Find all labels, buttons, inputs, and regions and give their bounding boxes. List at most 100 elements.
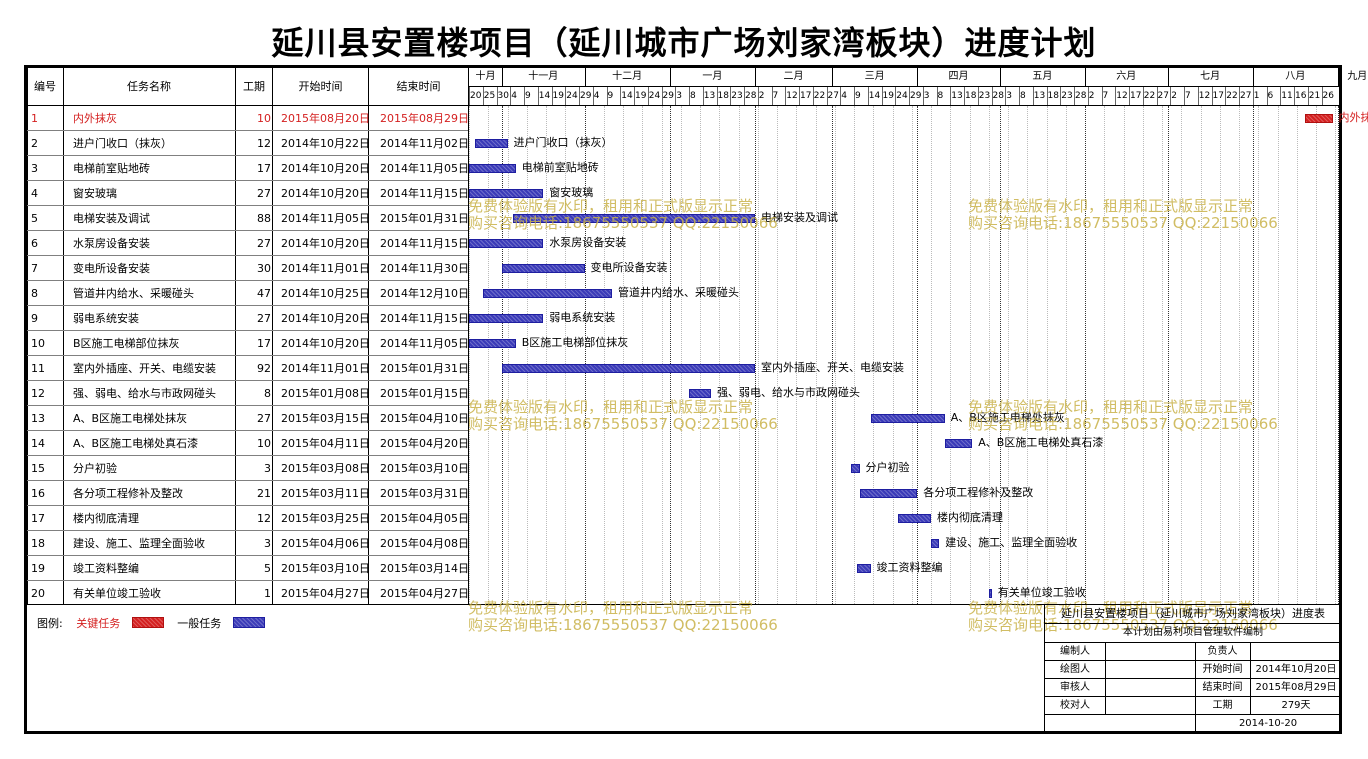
day-tick	[895, 87, 897, 105]
timeline-day: 2	[1088, 91, 1095, 101]
task-bar[interactable]	[944, 439, 973, 448]
task-duration: 17	[257, 162, 271, 175]
task-start: 2015年04月11日	[281, 437, 370, 450]
task-id: 10	[31, 337, 45, 350]
legend-normal-swatch	[232, 617, 265, 628]
grid-line	[488, 106, 490, 604]
timeline-day: 12	[1116, 91, 1128, 101]
timeline-day: 3	[1006, 91, 1012, 101]
day-tick	[1211, 87, 1213, 105]
grid-line	[738, 106, 740, 604]
watermark-line1: 免费体验版有水印，租用和正式版显示正常	[468, 197, 754, 215]
timeline-day: 4	[511, 91, 517, 101]
task-start: 2014年10月22日	[281, 137, 370, 150]
table-row: 11 室内外插座、开关、电缆安装 92 2014年11月01日 2015年01月31日	[27, 356, 469, 381]
task-bar[interactable]	[502, 264, 585, 273]
timeline-day: 14	[538, 91, 551, 101]
task-start: 2015年03月25日	[281, 512, 370, 525]
month-grid-line	[1338, 106, 1339, 604]
timeline-month: 一月	[702, 71, 723, 82]
timeline-day: 1	[1253, 91, 1260, 101]
task-end: 2014年11月05日	[380, 337, 469, 350]
timeline-day: 9	[607, 91, 614, 101]
day-tick	[785, 87, 787, 105]
task-bar[interactable]	[859, 489, 918, 498]
task-bar[interactable]	[469, 164, 516, 173]
task-name: 窗安玻璃	[73, 187, 117, 200]
task-name: 电梯安装及调试	[73, 212, 150, 225]
task-bar[interactable]	[851, 464, 860, 473]
timeline-day: 23	[978, 91, 991, 101]
row-divider	[27, 280, 468, 281]
task-id: 16	[31, 487, 45, 500]
legend-label: 图例:	[37, 617, 63, 630]
task-name: 弱电系统安装	[73, 312, 139, 325]
task-bar[interactable]	[931, 539, 940, 548]
task-bar-label: 楼内彻底清理	[937, 511, 1003, 524]
grid-line	[988, 106, 990, 604]
timeline-month: 十一月	[528, 71, 559, 82]
task-bar-label: 内外抹灰	[1338, 111, 1368, 124]
grid-line	[469, 106, 470, 604]
grid-line	[680, 106, 682, 604]
task-bar[interactable]	[689, 389, 711, 398]
table-row: 20 有关单位竣工验收 1 2015年04月27日 2015年04月27日	[27, 581, 469, 606]
timeline-month: 九月	[1347, 71, 1368, 82]
task-bar[interactable]	[502, 364, 755, 373]
info-end-label: 结束时间	[1202, 682, 1243, 693]
task-bar[interactable]	[898, 514, 931, 523]
timeline-day: 13	[951, 91, 963, 101]
task-start: 2014年10月20日	[281, 312, 370, 325]
task-name: 室内外插座、开关、电缆安装	[73, 362, 216, 375]
grid-line	[642, 106, 644, 604]
task-bar[interactable]	[474, 139, 508, 148]
timeline-day: 18	[717, 91, 729, 101]
task-start: 2014年11月05日	[281, 212, 370, 225]
day-tick	[1184, 87, 1185, 105]
timeline-day: 27	[827, 91, 839, 101]
timeline-day: 27	[1157, 91, 1169, 101]
info-end-value: 2015年08月29日	[1255, 682, 1337, 693]
day-tick	[840, 87, 842, 105]
grid-line	[507, 106, 509, 604]
row-divider	[27, 580, 468, 581]
day-tick	[689, 87, 690, 105]
timeline-day: 25	[483, 91, 496, 101]
day-tick	[634, 87, 635, 105]
row-divider	[27, 430, 468, 431]
task-name: B区施工电梯部位抹灰	[73, 337, 180, 350]
day-tick	[1142, 87, 1144, 105]
day-tick	[661, 87, 663, 105]
task-bar[interactable]	[469, 189, 544, 198]
task-bar[interactable]	[469, 339, 516, 348]
day-tick	[881, 87, 883, 105]
task-id: 12	[31, 387, 45, 400]
task-name: 楼内彻底清理	[73, 512, 139, 525]
task-bar[interactable]	[469, 239, 544, 248]
task-id: 2	[31, 137, 38, 150]
timeline-day: 26	[1322, 91, 1334, 101]
month-grid-line	[999, 106, 1001, 604]
task-name: 水泵房设备安装	[73, 237, 150, 250]
timeline-day: 13	[1033, 91, 1046, 101]
task-end: 2015年03月10日	[380, 462, 469, 475]
task-bar[interactable]	[856, 564, 871, 573]
info-duration-value: 279天	[1281, 700, 1311, 711]
row-divider	[27, 230, 468, 231]
grid-line	[1277, 106, 1279, 604]
task-bar[interactable]	[482, 289, 612, 298]
timeline-day: 19	[552, 91, 564, 101]
task-bar[interactable]	[870, 414, 945, 423]
task-bar[interactable]	[988, 589, 992, 598]
task-bar[interactable]	[1305, 114, 1333, 123]
task-bar[interactable]	[469, 314, 544, 323]
grid-line	[969, 106, 971, 604]
task-bar[interactable]	[513, 214, 755, 223]
grid-line	[873, 106, 875, 604]
info-duration-label: 工期	[1212, 700, 1233, 711]
timeline-day: 28	[992, 91, 1004, 101]
row-divider	[27, 330, 468, 331]
table-bottom-divider	[27, 604, 1340, 605]
task-id: 18	[31, 537, 45, 550]
task-duration: 3	[264, 537, 271, 550]
